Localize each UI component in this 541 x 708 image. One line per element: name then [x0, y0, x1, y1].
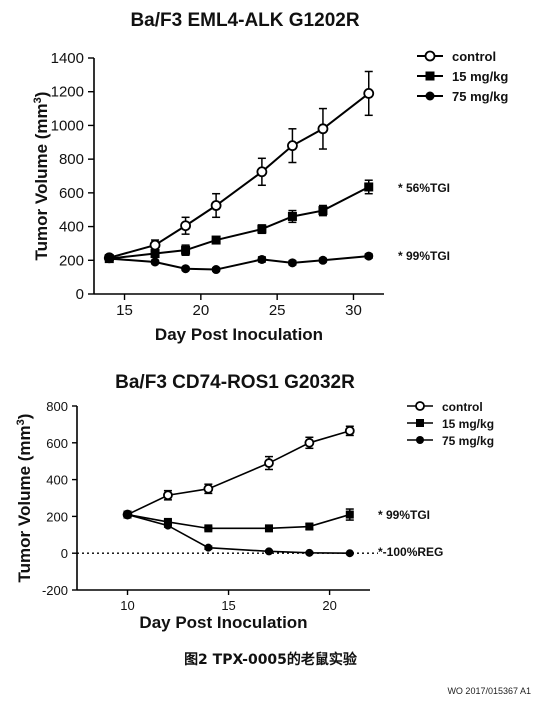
y-tick-label: 600 — [46, 436, 68, 451]
y-tick-label: 400 — [46, 473, 68, 488]
data-point — [264, 524, 273, 533]
x-tick-label: 15 — [221, 598, 235, 613]
series-line — [109, 255, 369, 271]
patent-number: WO 2017/015367 A1 — [447, 686, 531, 696]
annotation-label: *-100%REG — [378, 545, 443, 559]
x-tick-label: 25 — [269, 302, 286, 319]
series-15-mg-kg — [104, 179, 374, 264]
data-point — [104, 254, 114, 264]
annotation-label: * 56%TGI — [398, 181, 450, 195]
data-point — [364, 251, 374, 261]
legend-marker — [424, 50, 436, 62]
series-15-mg-kg — [123, 508, 354, 533]
data-point — [203, 483, 214, 494]
data-point — [363, 88, 375, 99]
data-point — [345, 549, 354, 558]
y-tick-label: -200 — [42, 583, 68, 598]
data-point — [256, 166, 268, 178]
series-control — [122, 425, 355, 520]
series-line — [127, 430, 351, 516]
x-tick-label: 20 — [322, 598, 336, 613]
y-tick-label: 800 — [46, 399, 68, 414]
data-point — [163, 490, 173, 501]
data-point — [149, 239, 161, 251]
y-tick-label: 1200 — [51, 84, 84, 101]
chart-1: Ba/F3 EML4-ALK G1202R 0 200 400 600 800 1000 12… — [32, 10, 508, 344]
y-tick-label: 200 — [46, 509, 68, 524]
y-tick-label: 1400 — [51, 50, 84, 67]
legend-marker — [416, 419, 424, 427]
series-75-mg-kg — [123, 510, 354, 558]
data-point — [344, 425, 355, 436]
y-tick-label: 1000 — [51, 117, 84, 134]
y-tick-label: 600 — [59, 185, 84, 202]
data-point — [287, 211, 297, 221]
data-point — [150, 249, 160, 259]
x-tick-label: 30 — [345, 302, 362, 319]
series-line — [127, 513, 351, 530]
y-tick-label: 200 — [59, 252, 84, 269]
data-point — [287, 140, 298, 152]
data-point — [345, 510, 354, 519]
y-tick-label: 0 — [76, 286, 84, 303]
series-line — [127, 513, 350, 554]
data-point — [305, 548, 314, 557]
series-line — [109, 186, 370, 260]
series-control — [103, 70, 375, 264]
legend-label: 15 mg/kg — [442, 417, 494, 431]
data-point — [304, 437, 315, 448]
data-point — [318, 206, 328, 216]
x-axis-title: Day Post Inoculation — [155, 325, 323, 344]
data-point — [204, 524, 213, 533]
data-point — [181, 264, 191, 274]
legend-label: control — [442, 400, 483, 414]
legend-label: 75 mg/kg — [452, 89, 508, 104]
data-point — [264, 547, 273, 556]
data-point — [150, 257, 160, 267]
data-point — [163, 521, 172, 530]
data-point — [181, 245, 191, 255]
legend-marker — [415, 401, 425, 411]
series-line — [108, 92, 370, 259]
x-tick-label: 20 — [192, 302, 209, 319]
chart-title: Ba/F3 EML4-ALK G1202R — [130, 10, 359, 31]
series-75-mg-kg — [104, 251, 374, 275]
data-point — [123, 510, 132, 519]
data-point — [287, 258, 297, 268]
data-point — [364, 182, 374, 192]
y-tick-label: 400 — [59, 219, 84, 236]
legend-marker — [425, 71, 435, 81]
data-point — [264, 458, 274, 468]
y-axis-title: Tumor Volume (mm3) — [32, 92, 51, 261]
chart-title: Ba/F3 CD74-ROS1 G2032R — [115, 372, 355, 393]
data-point — [305, 522, 314, 531]
legend-label: 15 mg/kg — [452, 69, 508, 84]
data-point — [317, 123, 329, 135]
legend-marker — [416, 436, 424, 444]
data-point — [257, 254, 267, 264]
y-tick-label: 0 — [61, 546, 68, 561]
legend-label: 75 mg/kg — [442, 434, 494, 448]
annotation-label: * 99%TGI — [398, 249, 450, 263]
data-point — [210, 200, 222, 211]
x-axis-title: Day Post Inoculation — [139, 613, 307, 632]
x-tick-label: 15 — [116, 302, 133, 319]
figure-caption: 图2 TPX-0005的老鼠实验 — [184, 652, 357, 668]
chart-2: Ba/F3 CD74-ROS1 G2032R -200 0 200 400 600 800 1… — [15, 372, 494, 632]
annotation-label: * 99%TGI — [378, 508, 430, 522]
data-point — [204, 543, 213, 552]
y-tick-label: 800 — [59, 151, 84, 168]
legend-label: control — [452, 49, 496, 64]
x-tick-label: 10 — [120, 598, 134, 613]
data-point — [318, 255, 328, 265]
y-axis-title: Tumor Volume (mm3) — [15, 414, 34, 583]
data-point — [257, 224, 267, 234]
data-point — [211, 265, 221, 275]
data-point — [211, 235, 221, 245]
data-point — [180, 220, 191, 232]
legend-marker — [425, 91, 435, 101]
